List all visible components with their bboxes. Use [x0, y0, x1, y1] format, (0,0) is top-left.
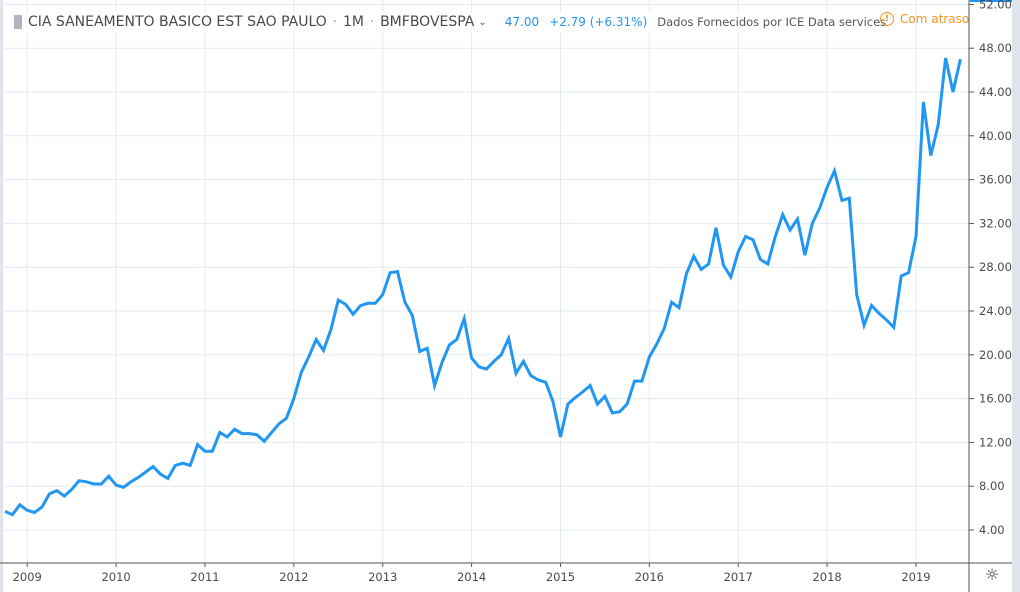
chevron-down-icon[interactable]: ⌄ — [478, 16, 487, 28]
chart-legend-header: CIA SANEAMENTO BASICO EST SAO PAULO · 1M… — [14, 12, 887, 32]
delayed-data-badge[interactable]: ! Com atraso — [880, 12, 969, 26]
x-tick-label: 2010 — [101, 570, 130, 584]
x-tick-label: 2014 — [457, 570, 486, 584]
x-tick-label: 2015 — [546, 570, 575, 584]
price-axis[interactable]: 4.00 8.00 12.00 16.00 20.00 24.00 28.00 32.00 36… — [968, 0, 1012, 592]
y-tick-label: 24.00 — [979, 304, 1012, 318]
top-accent-bar — [970, 0, 1012, 2]
x-tick-label: 2013 — [368, 570, 397, 584]
delay-label: Com atraso — [900, 12, 970, 26]
x-tick-label: 2019 — [901, 570, 930, 584]
y-tick-label: 32.00 — [979, 216, 1012, 230]
data-source: Dados Fornecidos por ICE Data services — [657, 15, 887, 29]
interval[interactable]: 1M — [342, 14, 364, 30]
left-border — [0, 0, 3, 592]
y-tick-label: 28.00 — [979, 260, 1012, 274]
y-tick-label: 12.00 — [979, 435, 1012, 449]
y-tick-label: 8.00 — [979, 479, 1005, 493]
y-tick-label: 20.00 — [979, 348, 1012, 362]
x-tick-label: 2016 — [635, 570, 664, 584]
price-change: +2.79 (+6.31%) — [549, 15, 648, 29]
gridlines — [0, 0, 969, 563]
exclamation-circle-icon: ! — [880, 12, 894, 26]
time-axis[interactable]: 2009 2010 2011 2012 2013 2014 2015 2016 2017 2018… — [0, 562, 1012, 584]
last-price: 47.00 — [504, 15, 540, 29]
symbol-title[interactable]: CIA SANEAMENTO BASICO EST SAO PAULO — [28, 14, 327, 30]
separator: · — [332, 14, 337, 30]
exchange[interactable]: BMFBOVESPA — [380, 14, 475, 30]
x-tick-label: 2017 — [724, 570, 753, 584]
y-tick-label: 40.00 — [979, 129, 1012, 143]
x-tick-label: 2011 — [190, 570, 219, 584]
y-tick-label: 44.00 — [979, 85, 1012, 99]
y-tick-label: 16.00 — [979, 392, 1012, 406]
y-tick-label: 48.00 — [979, 41, 1012, 55]
x-tick-label: 2018 — [812, 570, 841, 584]
y-tick-label: 52.00 — [979, 0, 1012, 11]
y-tick-label: 4.00 — [979, 523, 1005, 537]
separator: · — [369, 14, 375, 30]
x-tick-label: 2009 — [13, 570, 42, 584]
y-tick-label: 36.00 — [979, 173, 1012, 187]
x-tick-label: 2012 — [279, 570, 308, 584]
series-layer — [4, 57, 962, 517]
gear-icon[interactable]: ☼ — [984, 565, 1000, 584]
right-border — [1012, 0, 1020, 592]
symbol-flag-icon — [14, 15, 22, 29]
price-line — [4, 57, 962, 517]
